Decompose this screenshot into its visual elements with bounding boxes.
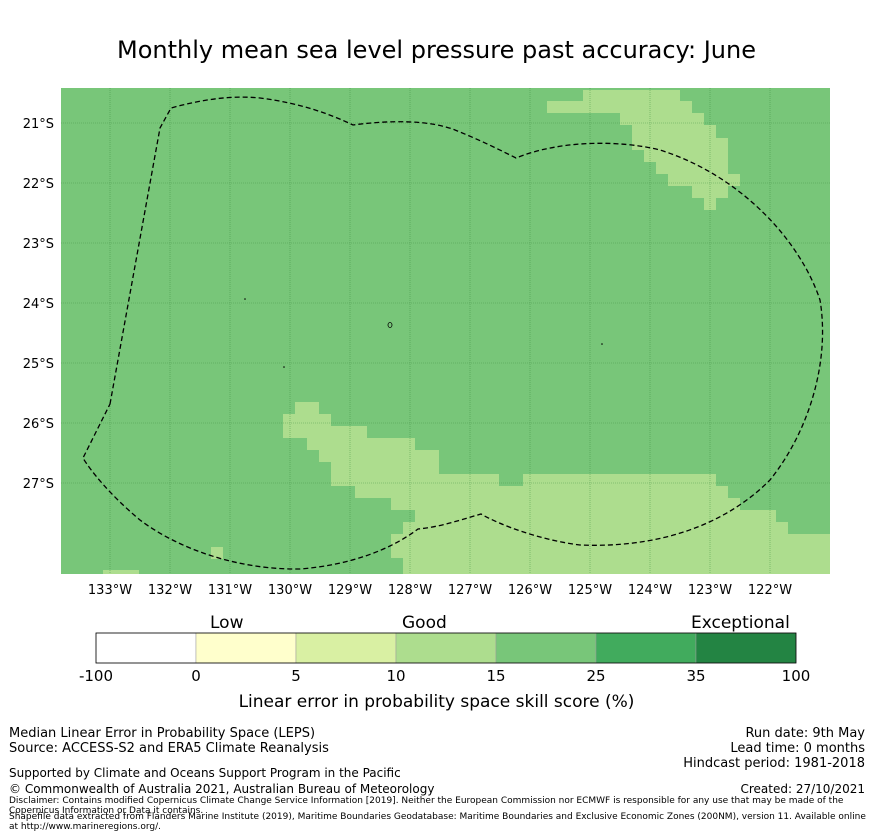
lon-tick-label: 130°W [268, 583, 312, 598]
lat-tick-label: 24°S [23, 297, 54, 312]
colorbar-label-good: Good [402, 613, 447, 633]
lon-tick-label: 131°W [208, 583, 252, 598]
lead-time: Lead time: 0 months [730, 741, 865, 756]
colorbar-segment [595, 632, 697, 664]
lon-tick-label: 128°W [388, 583, 432, 598]
colorbar-tick-label: -100 [78, 667, 114, 685]
colorbar-segment [495, 632, 597, 664]
colorbar-tick-label: 0 [191, 667, 201, 685]
island-2 [244, 298, 246, 300]
colorbar-segment [95, 632, 197, 664]
colorbar-segment [695, 632, 797, 664]
lon-tick-label: 126°W [508, 583, 552, 598]
shapefile-credit: Shapefile data extracted from Flanders M… [9, 812, 866, 832]
gridlines [61, 88, 830, 574]
lat-tick-label: 23°S [23, 237, 54, 252]
colorbar-segment [295, 632, 397, 664]
lat-tick-label: 27°S [23, 477, 54, 492]
colorbar-tick-label: 10 [386, 667, 406, 685]
disclaimer: Disclaimer: Contains modified Copernicus… [9, 796, 844, 816]
footer-source: Source: ACCESS-S2 and ERA5 Climate Reana… [9, 741, 329, 756]
colorbar-tick-label: 100 [781, 667, 811, 685]
colorbar-tick-label: 25 [586, 667, 606, 685]
lat-tick-label: 25°S [23, 357, 54, 372]
footer-leps: Median Linear Error in Probability Space… [9, 726, 316, 741]
patch-south [283, 402, 830, 574]
lon-tick-label: 129°W [328, 583, 372, 598]
lon-tick-label: 132°W [148, 583, 192, 598]
lat-tick-label: 22°S [23, 177, 54, 192]
patch-small-1 [211, 547, 223, 559]
colorbar-tick-label: 15 [486, 667, 506, 685]
lon-tick-label: 123°W [688, 583, 732, 598]
island-4 [601, 343, 603, 345]
colorbar-label-low: Low [210, 613, 244, 633]
skill-10-15-patches [103, 90, 830, 574]
colorbar-tick-label: 5 [291, 667, 301, 685]
lat-tick-label: 21°S [23, 117, 54, 132]
lat-tick-label: 26°S [23, 417, 54, 432]
colorbar-segment [195, 632, 297, 664]
patch-small-2 [103, 570, 139, 574]
hindcast-period: Hindcast period: 1981-2018 [683, 756, 865, 771]
page-title: Monthly mean sea level pressure past acc… [116, 36, 756, 64]
colorbar-tick-label: 35 [686, 667, 706, 685]
run-date: Run date: 9th May [745, 726, 865, 741]
footer-support: Supported by Climate and Oceans Support … [9, 766, 401, 780]
created-date: Created: 27/10/2021 [740, 782, 865, 796]
lon-tick-label: 125°W [568, 583, 612, 598]
colorbar-label-exceptional: Exceptional [691, 613, 790, 633]
latitude-ticks: 21°S 22°S 23°S 24°S 25°S 26°S 27°S [23, 117, 54, 492]
island-3 [283, 366, 285, 368]
lon-tick-label: 127°W [448, 583, 492, 598]
lon-tick-label: 133°W [88, 583, 132, 598]
lon-tick-label: 122°W [748, 583, 792, 598]
island-1 [387, 322, 393, 328]
colorbar-title: Linear error in probability space skill … [238, 692, 635, 712]
footer-copyright: © Commonwealth of Australia 2021, Austra… [9, 782, 435, 796]
colorbar [95, 632, 797, 664]
lon-tick-label: 124°W [628, 583, 672, 598]
patch-northeast [547, 90, 740, 210]
patch-small-3 [535, 570, 571, 574]
longitude-ticks: 133°W 132°W 131°W 130°W 129°W 128°W 127°W 126°W… [88, 583, 792, 598]
colorbar-segment [395, 632, 497, 664]
colorbar-frame [95, 632, 797, 664]
